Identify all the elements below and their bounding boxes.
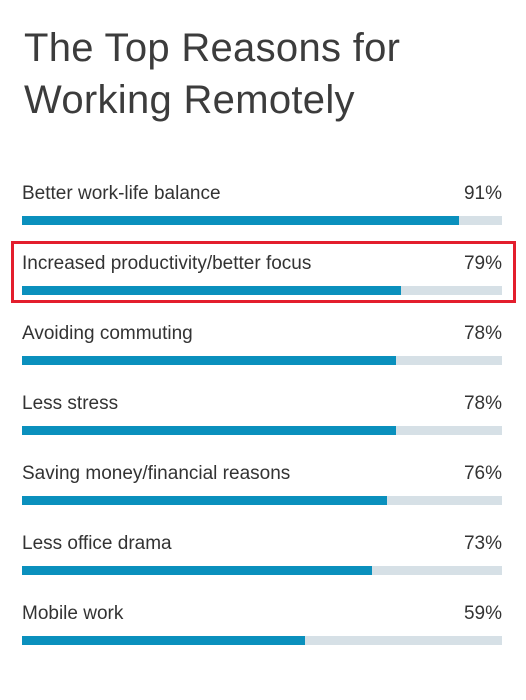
bar [22, 216, 459, 225]
bar-row: Less office drama 73% [22, 532, 502, 592]
bar-row: Better work-life balance 91% [22, 182, 502, 242]
bar-value-label: 78% [463, 393, 502, 414]
bar [22, 636, 306, 645]
bar-label: Better work-life balance [22, 183, 221, 204]
bar-value-label: 73% [463, 533, 502, 554]
bar-row: Mobile work 59% [22, 602, 502, 662]
bar-label: Less stress [22, 393, 119, 414]
bar-label: Mobile work [22, 603, 124, 624]
highlight-box [11, 241, 516, 303]
bar-value-label: 91% [463, 183, 502, 204]
bar-value-label: 59% [463, 603, 502, 624]
bar-row: Avoiding commuting 78% [22, 322, 502, 382]
bar-row: Less stress 78% [22, 392, 502, 452]
bar-track [22, 496, 502, 505]
bar-track [22, 566, 502, 575]
bar [22, 356, 397, 365]
bar-value-label: 78% [463, 323, 502, 344]
bar-label: Saving money/financial reasons [22, 463, 291, 484]
bar [22, 286, 402, 295]
bar [22, 496, 387, 505]
bar-row: Saving money/financial reasons 76% [22, 462, 502, 522]
bar-track [22, 216, 502, 225]
bar [22, 566, 373, 575]
bar-track [22, 636, 502, 645]
bar-value-label: 76% [463, 463, 502, 484]
bar-label: Less office drama [22, 533, 172, 554]
bar-row: Increased productivity/better focus 79% [22, 252, 502, 312]
chart-title: The Top Reasons for Working Remotely [24, 26, 401, 122]
bar-track [22, 426, 502, 435]
bar-label: Avoiding commuting [22, 323, 193, 344]
bar [22, 426, 397, 435]
bar-track [22, 286, 502, 295]
bar-value-label: 79% [463, 253, 502, 274]
bar-label: Increased productivity/better focus [22, 253, 312, 274]
bar-track [22, 356, 502, 365]
